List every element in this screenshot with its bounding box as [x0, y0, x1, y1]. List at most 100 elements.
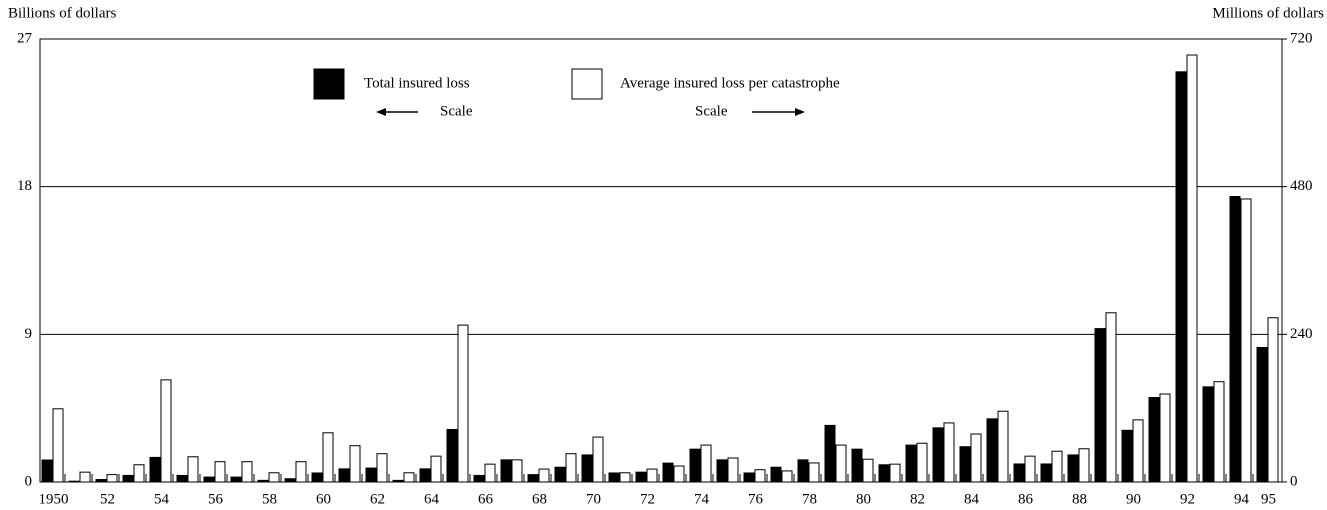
bar — [538, 468, 550, 483]
x-tick-label: 80 — [856, 491, 871, 507]
bar — [1159, 393, 1171, 483]
bar — [1256, 346, 1268, 483]
bar — [241, 461, 253, 483]
x-tick-label: 60 — [316, 491, 331, 507]
bar — [943, 422, 955, 483]
bar — [835, 444, 847, 483]
x-tick-label: 66 — [478, 491, 494, 507]
legend-arrowhead — [376, 108, 386, 116]
bar — [295, 461, 307, 483]
bar — [700, 444, 712, 483]
x-tick-label: 62 — [370, 491, 385, 507]
bar — [1240, 198, 1252, 483]
bar — [554, 466, 566, 483]
bar — [1175, 71, 1187, 483]
bar — [862, 458, 874, 483]
x-tick-label: 92 — [1180, 491, 1195, 507]
bar — [160, 379, 172, 483]
bar — [824, 424, 836, 483]
bar — [635, 471, 647, 483]
bar — [1078, 448, 1090, 483]
bar — [592, 436, 604, 483]
legend-label: Total insured loss — [364, 75, 470, 91]
bar — [322, 432, 334, 483]
bar — [457, 324, 469, 483]
legend-note: Scale — [440, 103, 473, 119]
legend-swatch — [313, 68, 345, 100]
bar — [1213, 381, 1225, 483]
bar — [52, 408, 64, 483]
x-tick-label: 82 — [910, 491, 925, 507]
bar — [1067, 454, 1079, 483]
x-tick-label: 68 — [532, 491, 547, 507]
bar — [122, 474, 134, 483]
x-tick-label: 64 — [424, 491, 440, 507]
bar — [743, 472, 755, 483]
bar — [311, 472, 323, 483]
bar — [1202, 386, 1214, 483]
bar — [338, 468, 350, 483]
bar — [349, 445, 361, 483]
legend-note: Scale — [695, 103, 728, 119]
bar — [527, 474, 539, 483]
bar — [689, 448, 701, 483]
bar — [430, 455, 442, 483]
bar — [889, 463, 901, 483]
bar — [511, 459, 523, 483]
bar — [95, 479, 107, 483]
y-tick-label: 0 — [25, 473, 33, 489]
x-tick-label: 56 — [208, 491, 224, 507]
bar — [1024, 455, 1036, 483]
y2-tick-label: 0 — [1290, 473, 1298, 489]
bar — [878, 464, 890, 483]
bar — [392, 479, 404, 483]
bar — [187, 456, 199, 483]
y2-axis-label: Millions of dollars — [1212, 5, 1324, 21]
bar — [203, 476, 215, 483]
bar — [781, 470, 793, 483]
x-tick-label: 58 — [262, 491, 277, 507]
bar — [770, 466, 782, 483]
bar — [986, 418, 998, 483]
bar — [1094, 328, 1106, 483]
bar — [419, 468, 431, 483]
bar — [79, 471, 91, 483]
bar — [68, 480, 80, 483]
bar — [1121, 429, 1133, 483]
x-tick-label: 94 — [1234, 491, 1250, 507]
bar — [41, 459, 53, 483]
x-tick-label: 88 — [1072, 491, 1087, 507]
x-tick-label: 90 — [1126, 491, 1141, 507]
legend-label: Average insured loss per catastrophe — [620, 75, 840, 91]
x-tick-label: 72 — [640, 491, 655, 507]
bar — [581, 454, 593, 483]
x-tick-label: 54 — [154, 491, 170, 507]
bar — [565, 453, 577, 483]
legend: Total insured loss Scale Average insured… — [313, 68, 840, 119]
bar — [608, 472, 620, 483]
y2-tick-label: 720 — [1290, 30, 1313, 46]
y-axis-label: Billions of dollars — [8, 5, 116, 21]
legend-swatch — [571, 68, 603, 100]
y2-tick-label: 480 — [1290, 178, 1313, 194]
bar — [268, 472, 280, 483]
bar — [673, 465, 685, 483]
bar — [727, 457, 739, 483]
bar — [662, 462, 674, 483]
bar — [716, 459, 728, 483]
bar — [808, 462, 820, 483]
bar — [959, 446, 971, 483]
x-tick-label: 70 — [586, 491, 601, 507]
bar — [916, 442, 928, 483]
bar — [484, 463, 496, 483]
bar — [905, 444, 917, 483]
bar — [376, 453, 388, 483]
y2-tick-label: 240 — [1290, 326, 1313, 342]
x-tick-label: 95 — [1261, 491, 1276, 507]
x-tick-label: 1950 — [39, 491, 69, 507]
bar — [754, 469, 766, 483]
bar — [149, 456, 161, 483]
bar — [214, 461, 226, 483]
bar — [1040, 463, 1052, 483]
